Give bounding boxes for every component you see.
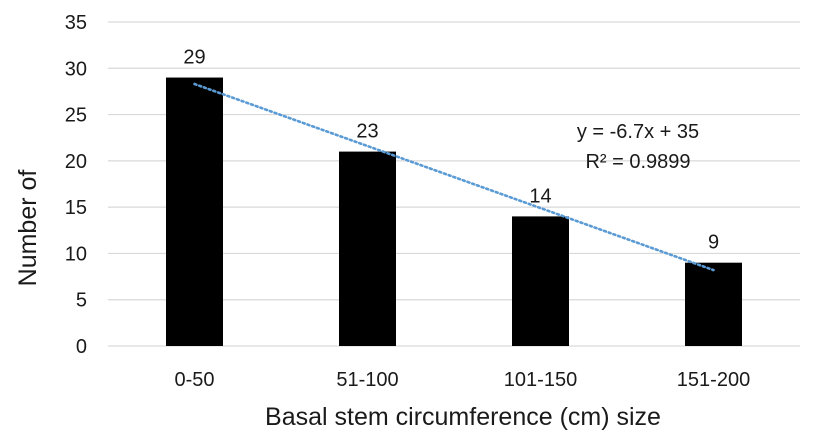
y-axis-ticks: 0 5 10 15 20 25 30 35 — [65, 12, 87, 358]
y-tick-label-0: 0 — [76, 336, 87, 358]
y-tick-label-35: 35 — [65, 12, 87, 34]
trendline-group — [193, 82, 715, 272]
data-label-51-100: 23 — [356, 121, 378, 143]
x-tick-label-101-150: 101-150 — [504, 369, 577, 391]
bars — [166, 77, 742, 347]
x-tick-label-51-100: 51-100 — [336, 369, 398, 391]
data-label-101-150: 14 — [529, 185, 551, 207]
y-tick-label-15: 15 — [65, 197, 87, 219]
data-label-0-50: 29 — [183, 47, 205, 69]
trendline — [193, 82, 715, 272]
bar-51-100 — [339, 151, 396, 346]
bar-151-200 — [685, 262, 742, 346]
y-tick-label-10: 10 — [65, 243, 87, 265]
data-labels: 29 23 14 9 — [183, 47, 719, 254]
y-tick-label-20: 20 — [65, 151, 87, 173]
x-axis-title: Basal stem circumference (cm) size — [265, 403, 661, 431]
y-axis-title: Number of — [14, 170, 42, 287]
trendline-equation: y = -6.7x + 35 — [577, 121, 699, 143]
trendline-r-squared: R² = 0.9899 — [585, 151, 690, 173]
x-tick-label-0-50: 0-50 — [174, 369, 214, 391]
y-tick-label-5: 5 — [76, 290, 87, 312]
y-tick-label-25: 25 — [65, 105, 87, 127]
bar-0-50 — [166, 77, 223, 347]
x-tick-label-151-200: 151-200 — [677, 369, 750, 391]
bar-101-150 — [512, 216, 569, 346]
y-tick-label-30: 30 — [65, 58, 87, 80]
data-label-151-200: 9 — [708, 232, 719, 254]
gridlines — [108, 21, 800, 347]
x-axis-ticks: 0-50 51-100 101-150 151-200 — [174, 369, 750, 391]
